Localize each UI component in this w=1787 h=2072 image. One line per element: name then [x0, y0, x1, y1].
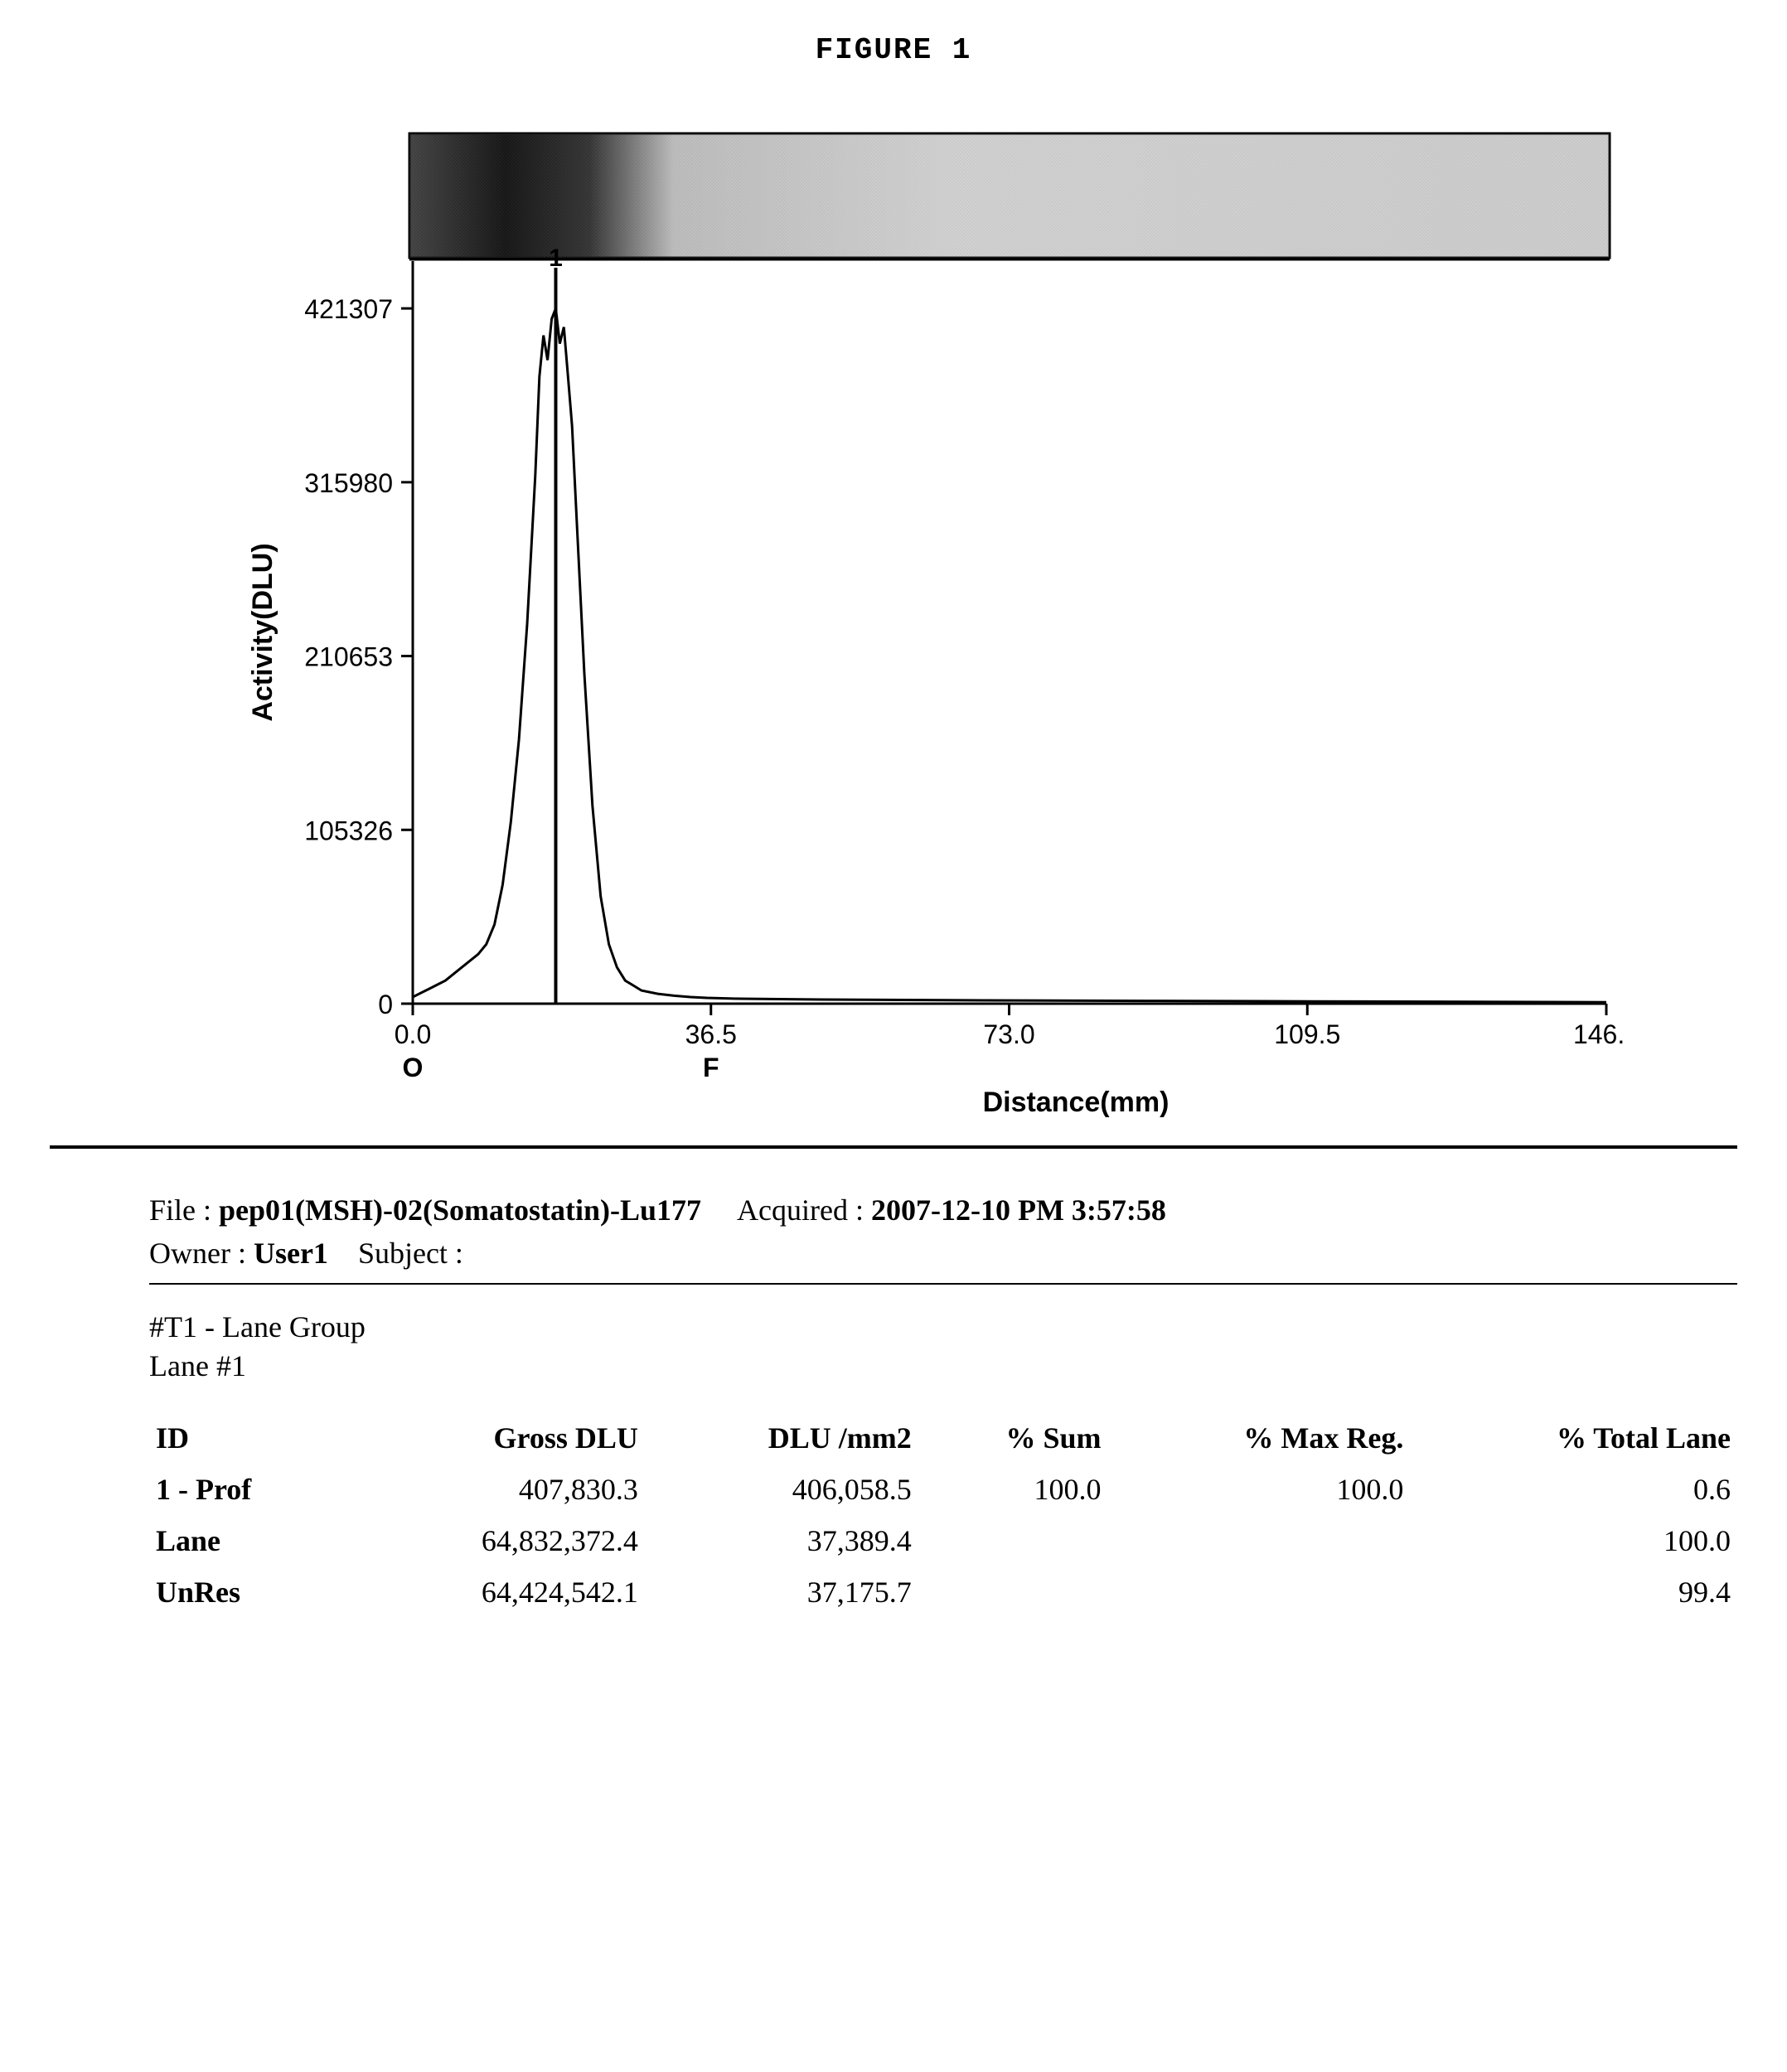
chart-container: 0 105326 210653 315980 421307 0.0 O 36.5 F 73.0 10…: [164, 117, 1623, 1132]
svg-text:0: 0: [378, 990, 393, 1019]
row-value-cell: 37,389.4: [645, 1515, 918, 1566]
svg-text:109.5: 109.5: [1274, 1019, 1340, 1049]
svg-text:315980: 315980: [304, 468, 393, 498]
column-header: Gross DLU: [348, 1412, 645, 1464]
row-value-cell: 37,175.7: [645, 1566, 918, 1618]
row-id-cell: 1 - Prof: [149, 1464, 348, 1515]
acquired-value: 2007-12-10 PM 3:57:58: [871, 1193, 1166, 1227]
chart-separator: [50, 1145, 1737, 1149]
group-title: #T1 - Lane Group: [149, 1308, 1737, 1347]
file-value: pep01(MSH)-02(Somatostatin)-Lu177: [219, 1193, 701, 1227]
svg-text:1: 1: [549, 244, 563, 272]
table-row: UnRes64,424,542.137,175.7 99.4: [149, 1566, 1737, 1618]
row-value-cell: 0.6: [1410, 1464, 1737, 1515]
metadata-separator: [149, 1283, 1737, 1285]
svg-text:73.0: 73.0: [983, 1019, 1034, 1049]
row-id-cell: UnRes: [149, 1566, 348, 1618]
row-value-cell: 100.0: [1410, 1515, 1737, 1566]
owner-label: Owner :: [149, 1237, 246, 1270]
lane-table: IDGross DLUDLU /mm2% Sum% Max Reg.% Tota…: [149, 1412, 1737, 1618]
row-value-cell: [1108, 1566, 1411, 1618]
row-value-cell: [918, 1515, 1108, 1566]
svg-text:Distance(mm): Distance(mm): [983, 1087, 1170, 1118]
table-row: Lane64,832,372.437,389.4 100.0: [149, 1515, 1737, 1566]
svg-text:421307: 421307: [304, 294, 393, 324]
column-header: ID: [149, 1412, 348, 1464]
row-value-cell: 64,424,542.1: [348, 1566, 645, 1618]
owner-value: User1: [254, 1237, 328, 1270]
svg-text:0.0: 0.0: [395, 1019, 431, 1049]
svg-text:Activity(DLU): Activity(DLU): [247, 543, 278, 721]
column-header: % Max Reg.: [1108, 1412, 1411, 1464]
file-label: File :: [149, 1193, 211, 1227]
svg-text:36.5: 36.5: [685, 1019, 737, 1049]
table-group-header: #T1 - Lane Group Lane #1: [149, 1308, 1737, 1386]
row-value-cell: [1108, 1515, 1411, 1566]
column-header: % Total Lane: [1410, 1412, 1737, 1464]
activity-chart: 0 105326 210653 315980 421307 0.0 O 36.5 F 73.0 10…: [164, 117, 1623, 1128]
svg-text:105326: 105326: [304, 816, 393, 845]
row-value-cell: 407,830.3: [348, 1464, 645, 1515]
column-header: DLU /mm2: [645, 1412, 918, 1464]
metadata-block: File : pep01(MSH)-02(Somatostatin)-Lu177…: [149, 1188, 1737, 1275]
subject-label: Subject :: [358, 1237, 463, 1270]
row-value-cell: 64,832,372.4: [348, 1515, 645, 1566]
lane-table-area: #T1 - Lane Group Lane #1 IDGross DLUDLU …: [149, 1308, 1737, 1618]
figure-title: FIGURE 1: [50, 33, 1737, 67]
table-row: 1 - Prof407,830.3406,058.5100.0100.00.6: [149, 1464, 1737, 1515]
svg-text:O: O: [403, 1053, 424, 1082]
svg-text:210653: 210653: [304, 642, 393, 672]
row-value-cell: 406,058.5: [645, 1464, 918, 1515]
svg-text:F: F: [703, 1053, 719, 1082]
row-value-cell: 99.4: [1410, 1566, 1737, 1618]
column-header: % Sum: [918, 1412, 1108, 1464]
row-value-cell: 100.0: [1108, 1464, 1411, 1515]
row-value-cell: [918, 1566, 1108, 1618]
row-id-cell: Lane: [149, 1515, 348, 1566]
row-value-cell: 100.0: [918, 1464, 1108, 1515]
svg-text:146.1: 146.1: [1573, 1019, 1623, 1049]
acquired-label: Acquired :: [737, 1193, 864, 1227]
lane-title: Lane #1: [149, 1347, 1737, 1386]
